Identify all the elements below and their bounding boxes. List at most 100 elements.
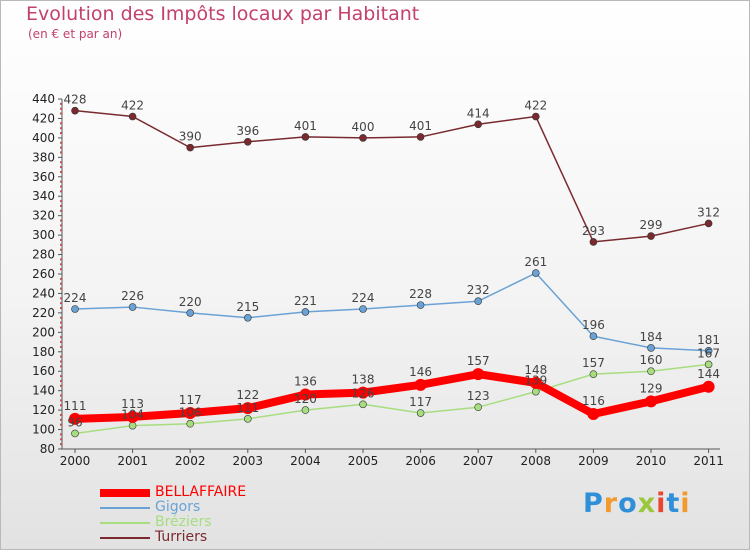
data-label-breziers: 126 xyxy=(352,386,375,400)
data-point-breziers xyxy=(589,370,598,378)
y-minor-tick xyxy=(60,107,62,110)
y-minor-tick xyxy=(60,321,62,324)
y-minor-tick xyxy=(60,277,62,280)
logo-letter: r xyxy=(603,488,619,519)
y-minor-tick xyxy=(60,132,62,135)
data-point-bellaffaire xyxy=(587,408,600,421)
y-minor-tick xyxy=(60,365,62,368)
legend-label-gigors: Gigors xyxy=(155,499,201,515)
data-label-bellaffaire: 138 xyxy=(352,373,375,387)
y-minor-tick xyxy=(60,141,62,144)
y-minor-tick xyxy=(60,307,62,310)
y-minor-tick xyxy=(60,219,62,222)
x-tick-label: 2008 xyxy=(521,454,552,468)
data-point-gigors xyxy=(359,305,367,313)
data-label-gigors: 221 xyxy=(294,294,317,308)
legend-label-turriers: Turriers xyxy=(155,529,208,545)
x-tick-label: 2011 xyxy=(693,454,724,468)
data-point-breziers xyxy=(301,406,310,414)
data-label-gigors: 232 xyxy=(467,283,490,297)
data-point-breziers xyxy=(647,367,655,376)
data-label-gigors: 224 xyxy=(64,291,87,305)
y-tick-label: 280 xyxy=(32,248,55,262)
y-minor-tick xyxy=(60,282,62,285)
data-label-breziers: 117 xyxy=(409,395,432,409)
data-point-turriers xyxy=(71,106,79,115)
y-tick-label: 140 xyxy=(32,384,55,398)
chart-title: Evolution des Impôts locaux par Habitant xyxy=(26,3,420,25)
y-tick-label: 220 xyxy=(32,306,55,320)
series-layer xyxy=(69,106,715,438)
y-minor-tick xyxy=(60,287,62,290)
y-minor-tick xyxy=(60,248,62,251)
data-point-bellaffaire xyxy=(184,407,197,420)
data-label-turriers: 293 xyxy=(582,224,605,238)
data-label-gigors: 224 xyxy=(352,291,375,305)
y-tick-label: 120 xyxy=(32,403,55,417)
data-point-turriers xyxy=(589,238,598,246)
data-point-breziers xyxy=(416,409,425,417)
y-minor-tick xyxy=(60,438,62,441)
y-minor-tick xyxy=(60,379,62,382)
series-line-turriers xyxy=(74,109,710,243)
y-minor-tick xyxy=(60,112,62,115)
data-label-turriers: 401 xyxy=(409,119,432,133)
data-label-bellaffaire: 157 xyxy=(467,354,490,368)
data-label-bellaffaire: 111 xyxy=(64,399,87,413)
series-line-breziers xyxy=(74,363,710,435)
data-point-breziers xyxy=(531,387,540,396)
data-point-turriers xyxy=(301,133,310,141)
y-minor-tick xyxy=(60,418,62,421)
legend-swatch-breziers xyxy=(100,522,150,524)
y-minor-tick xyxy=(60,243,62,246)
series-line-bellaffaire xyxy=(71,370,713,423)
data-label-bellaffaire: 129 xyxy=(640,381,663,395)
y-minor-tick xyxy=(60,316,62,319)
data-point-bellaffaire xyxy=(472,368,485,381)
data-label-breziers: 106 xyxy=(179,406,202,420)
y-minor-tick xyxy=(60,204,62,207)
data-point-breziers xyxy=(704,360,713,369)
x-tick-label: 2005 xyxy=(348,454,379,468)
y-minor-tick xyxy=(60,146,62,149)
y-minor-tick xyxy=(60,375,62,378)
data-label-breziers: 111 xyxy=(236,401,259,415)
data-point-turriers xyxy=(647,232,655,240)
chart-subtitle: (en € et par an) xyxy=(28,27,123,41)
data-label-gigors: 261 xyxy=(524,255,547,269)
logo-letter: t xyxy=(666,488,681,519)
x-tick-label: 2006 xyxy=(405,454,436,468)
data-point-bellaffaire xyxy=(645,395,657,408)
legend-swatch-bellaffaire xyxy=(100,489,150,497)
y-minor-tick xyxy=(60,413,62,416)
y-minor-tick xyxy=(60,166,62,169)
y-minor-tick xyxy=(60,404,62,407)
data-point-turriers xyxy=(359,134,367,142)
y-tick-label: 80 xyxy=(40,442,55,456)
data-label-turriers: 312 xyxy=(697,205,720,219)
y-tick-label: 160 xyxy=(32,364,55,378)
x-tick-label: 2004 xyxy=(290,454,321,468)
data-label-bellaffaire: 122 xyxy=(236,388,259,402)
logo-letter: i xyxy=(656,488,667,519)
data-point-gigors xyxy=(589,332,598,341)
data-point-bellaffaire xyxy=(702,380,715,393)
data-point-gigors xyxy=(71,305,79,313)
y-minor-tick xyxy=(60,360,62,363)
data-label-gigors: 220 xyxy=(179,295,202,309)
data-label-breziers: 96 xyxy=(67,415,82,429)
y-minor-tick xyxy=(60,399,62,402)
data-point-bellaffaire xyxy=(414,378,427,391)
data-label-turriers: 422 xyxy=(524,99,547,113)
y-tick-label: 420 xyxy=(32,111,55,125)
y-minor-tick xyxy=(60,224,62,227)
y-minor-tick xyxy=(60,423,62,426)
y-tick-label: 300 xyxy=(32,228,55,242)
y-minor-tick xyxy=(60,345,62,348)
data-point-bellaffaire xyxy=(357,386,369,399)
data-label-breziers: 123 xyxy=(467,389,490,403)
y-minor-tick xyxy=(60,190,62,193)
data-point-breziers xyxy=(244,415,252,423)
data-point-breziers xyxy=(474,403,483,411)
